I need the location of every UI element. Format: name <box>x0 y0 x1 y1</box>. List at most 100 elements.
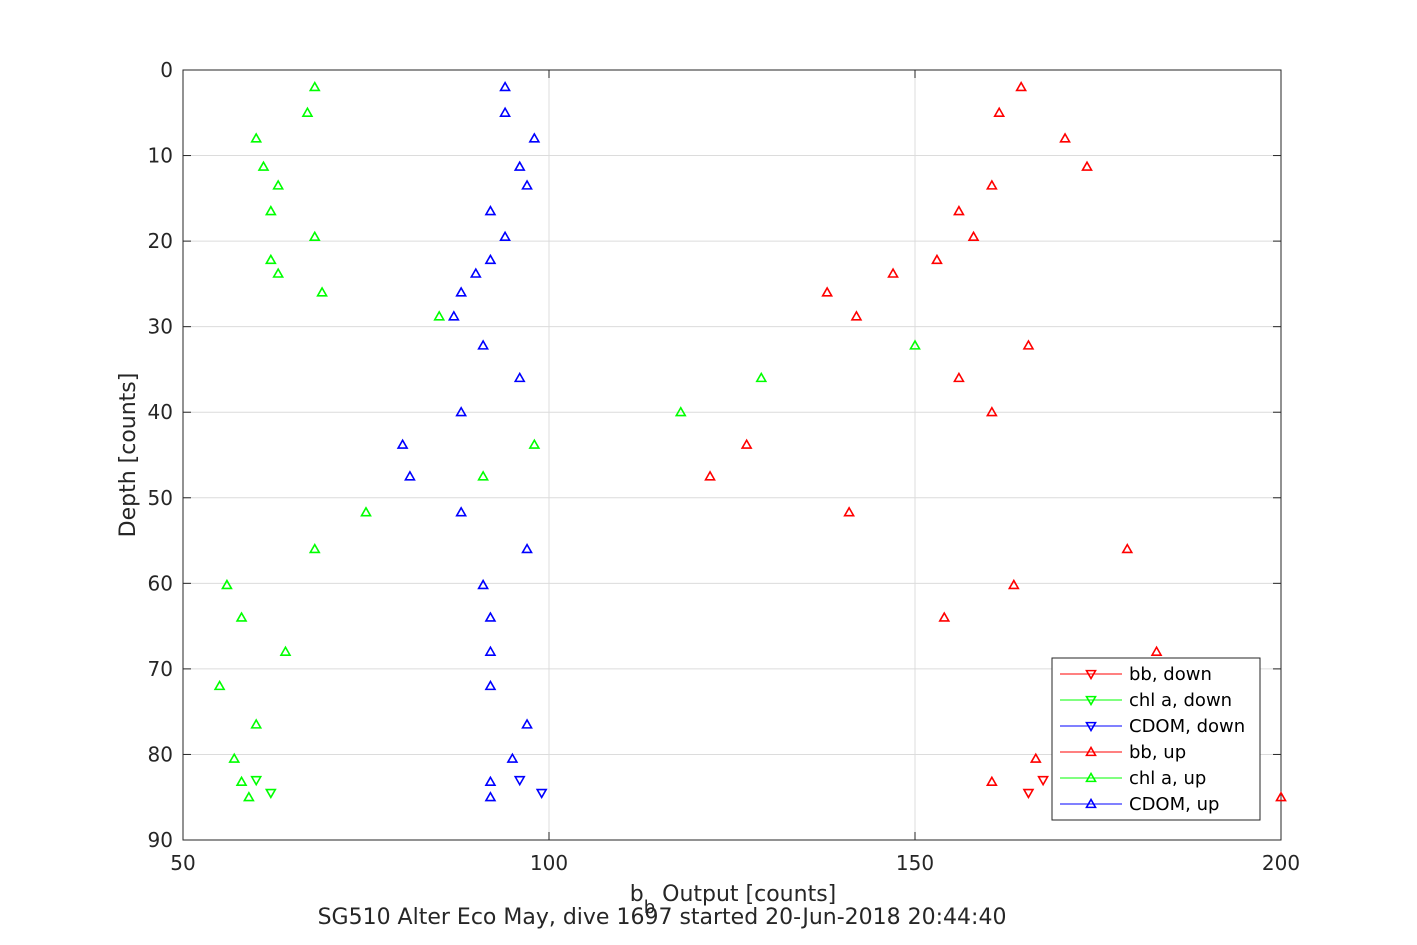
data-point <box>264 205 277 216</box>
data-point <box>360 506 372 517</box>
data-point <box>477 578 489 590</box>
data-point <box>484 645 497 656</box>
data-point <box>931 253 943 265</box>
data-point <box>250 775 263 787</box>
data-point <box>477 339 489 350</box>
data-point <box>1022 788 1035 800</box>
data-point <box>484 775 497 786</box>
data-point <box>250 132 263 143</box>
data-point <box>301 106 314 117</box>
data-point <box>704 470 716 481</box>
legend-marker <box>1085 797 1097 809</box>
data-point <box>1029 752 1042 763</box>
chart-caption: SG510 Alter Eco May, dive 1697 started 2… <box>318 905 1007 930</box>
series-bb-up <box>704 80 1287 802</box>
data-point <box>308 80 321 92</box>
plot-frame <box>182 69 1282 841</box>
legend-marker <box>1085 771 1097 783</box>
x-tick-label: 150 <box>896 851 934 875</box>
legend-label: CDOM, up <box>1129 794 1219 815</box>
series-cdom-up <box>396 80 541 802</box>
x-tick-label: 200 <box>1262 851 1300 875</box>
data-point <box>279 645 292 656</box>
data-point <box>993 106 1006 117</box>
x-tick-label: 100 <box>530 851 568 875</box>
data-point <box>455 506 468 517</box>
data-point <box>221 578 233 590</box>
series-bb-down <box>1022 775 1049 800</box>
data-point <box>740 438 753 449</box>
legend: bb, down chl a, down CDOM, down bb, up chl a… <box>1051 657 1261 821</box>
data-point <box>243 791 255 802</box>
data-point <box>477 470 489 481</box>
data-point <box>396 438 409 449</box>
series-chl-a-up <box>213 80 921 802</box>
data-point <box>484 205 497 216</box>
data-point <box>484 791 497 802</box>
data-point <box>228 752 241 763</box>
data-point <box>938 611 951 622</box>
series-cdom-down <box>513 775 548 800</box>
data-point <box>264 788 277 800</box>
y-ticks: 0 10 20 30 40 50 60 70 80 90 <box>148 58 1281 852</box>
data-point <box>213 679 226 691</box>
data-point <box>272 267 285 278</box>
data-point <box>235 611 248 622</box>
data-point <box>1081 160 1093 171</box>
data-point <box>316 286 328 297</box>
data-point <box>506 752 519 763</box>
data-point <box>521 542 533 554</box>
data-point <box>308 230 321 242</box>
data-point <box>272 179 285 190</box>
data-point <box>469 267 482 278</box>
data-point <box>455 406 468 417</box>
data-point <box>1121 542 1134 554</box>
data-point <box>887 267 899 278</box>
data-point <box>521 718 533 729</box>
y-tick-label: 0 <box>160 58 173 82</box>
legend-marker <box>1085 695 1097 707</box>
data-point <box>1015 80 1028 92</box>
y-tick-label: 20 <box>148 229 173 253</box>
y-axis-label: Depth [counts] <box>116 373 141 538</box>
data-point <box>843 506 855 517</box>
legend-label: bb, down <box>1129 664 1212 685</box>
y-tick-label: 50 <box>148 486 173 510</box>
data-point <box>1150 645 1163 656</box>
data-point <box>528 438 541 449</box>
data-point <box>513 160 526 171</box>
data-point <box>909 339 921 350</box>
data-point <box>484 611 497 622</box>
data-point <box>1059 132 1071 143</box>
data-point <box>235 775 248 786</box>
data-point <box>821 286 834 297</box>
x-tick-label: 50 <box>170 851 195 875</box>
y-tick-label: 60 <box>148 571 173 595</box>
data-point <box>513 775 526 787</box>
data-point <box>257 160 270 171</box>
series-chl-a-down <box>250 775 277 800</box>
data-point <box>499 106 511 117</box>
legend-label: CDOM, down <box>1129 716 1245 737</box>
legend-box <box>1051 657 1261 821</box>
data-point <box>985 179 998 190</box>
x-axis-label: bb Output [counts] <box>630 882 837 918</box>
data-point <box>755 371 768 383</box>
data-point <box>985 406 998 417</box>
data-point <box>1007 578 1020 590</box>
data-point <box>484 679 497 691</box>
data-point <box>953 205 965 216</box>
y-tick-label: 10 <box>148 144 173 168</box>
y-tick-label: 90 <box>148 828 173 852</box>
data-point <box>404 470 416 481</box>
x-ticks: 50 100 150 200 <box>170 70 1300 875</box>
data-point <box>850 310 863 321</box>
data-point <box>447 310 460 321</box>
y-tick-label: 80 <box>148 742 173 766</box>
legend-label: chl a, down <box>1129 690 1232 711</box>
legend-marker <box>1085 721 1097 733</box>
y-tick-label: 30 <box>148 315 173 339</box>
data-point <box>674 406 687 417</box>
data-point <box>433 310 446 321</box>
data-point <box>1037 775 1049 787</box>
